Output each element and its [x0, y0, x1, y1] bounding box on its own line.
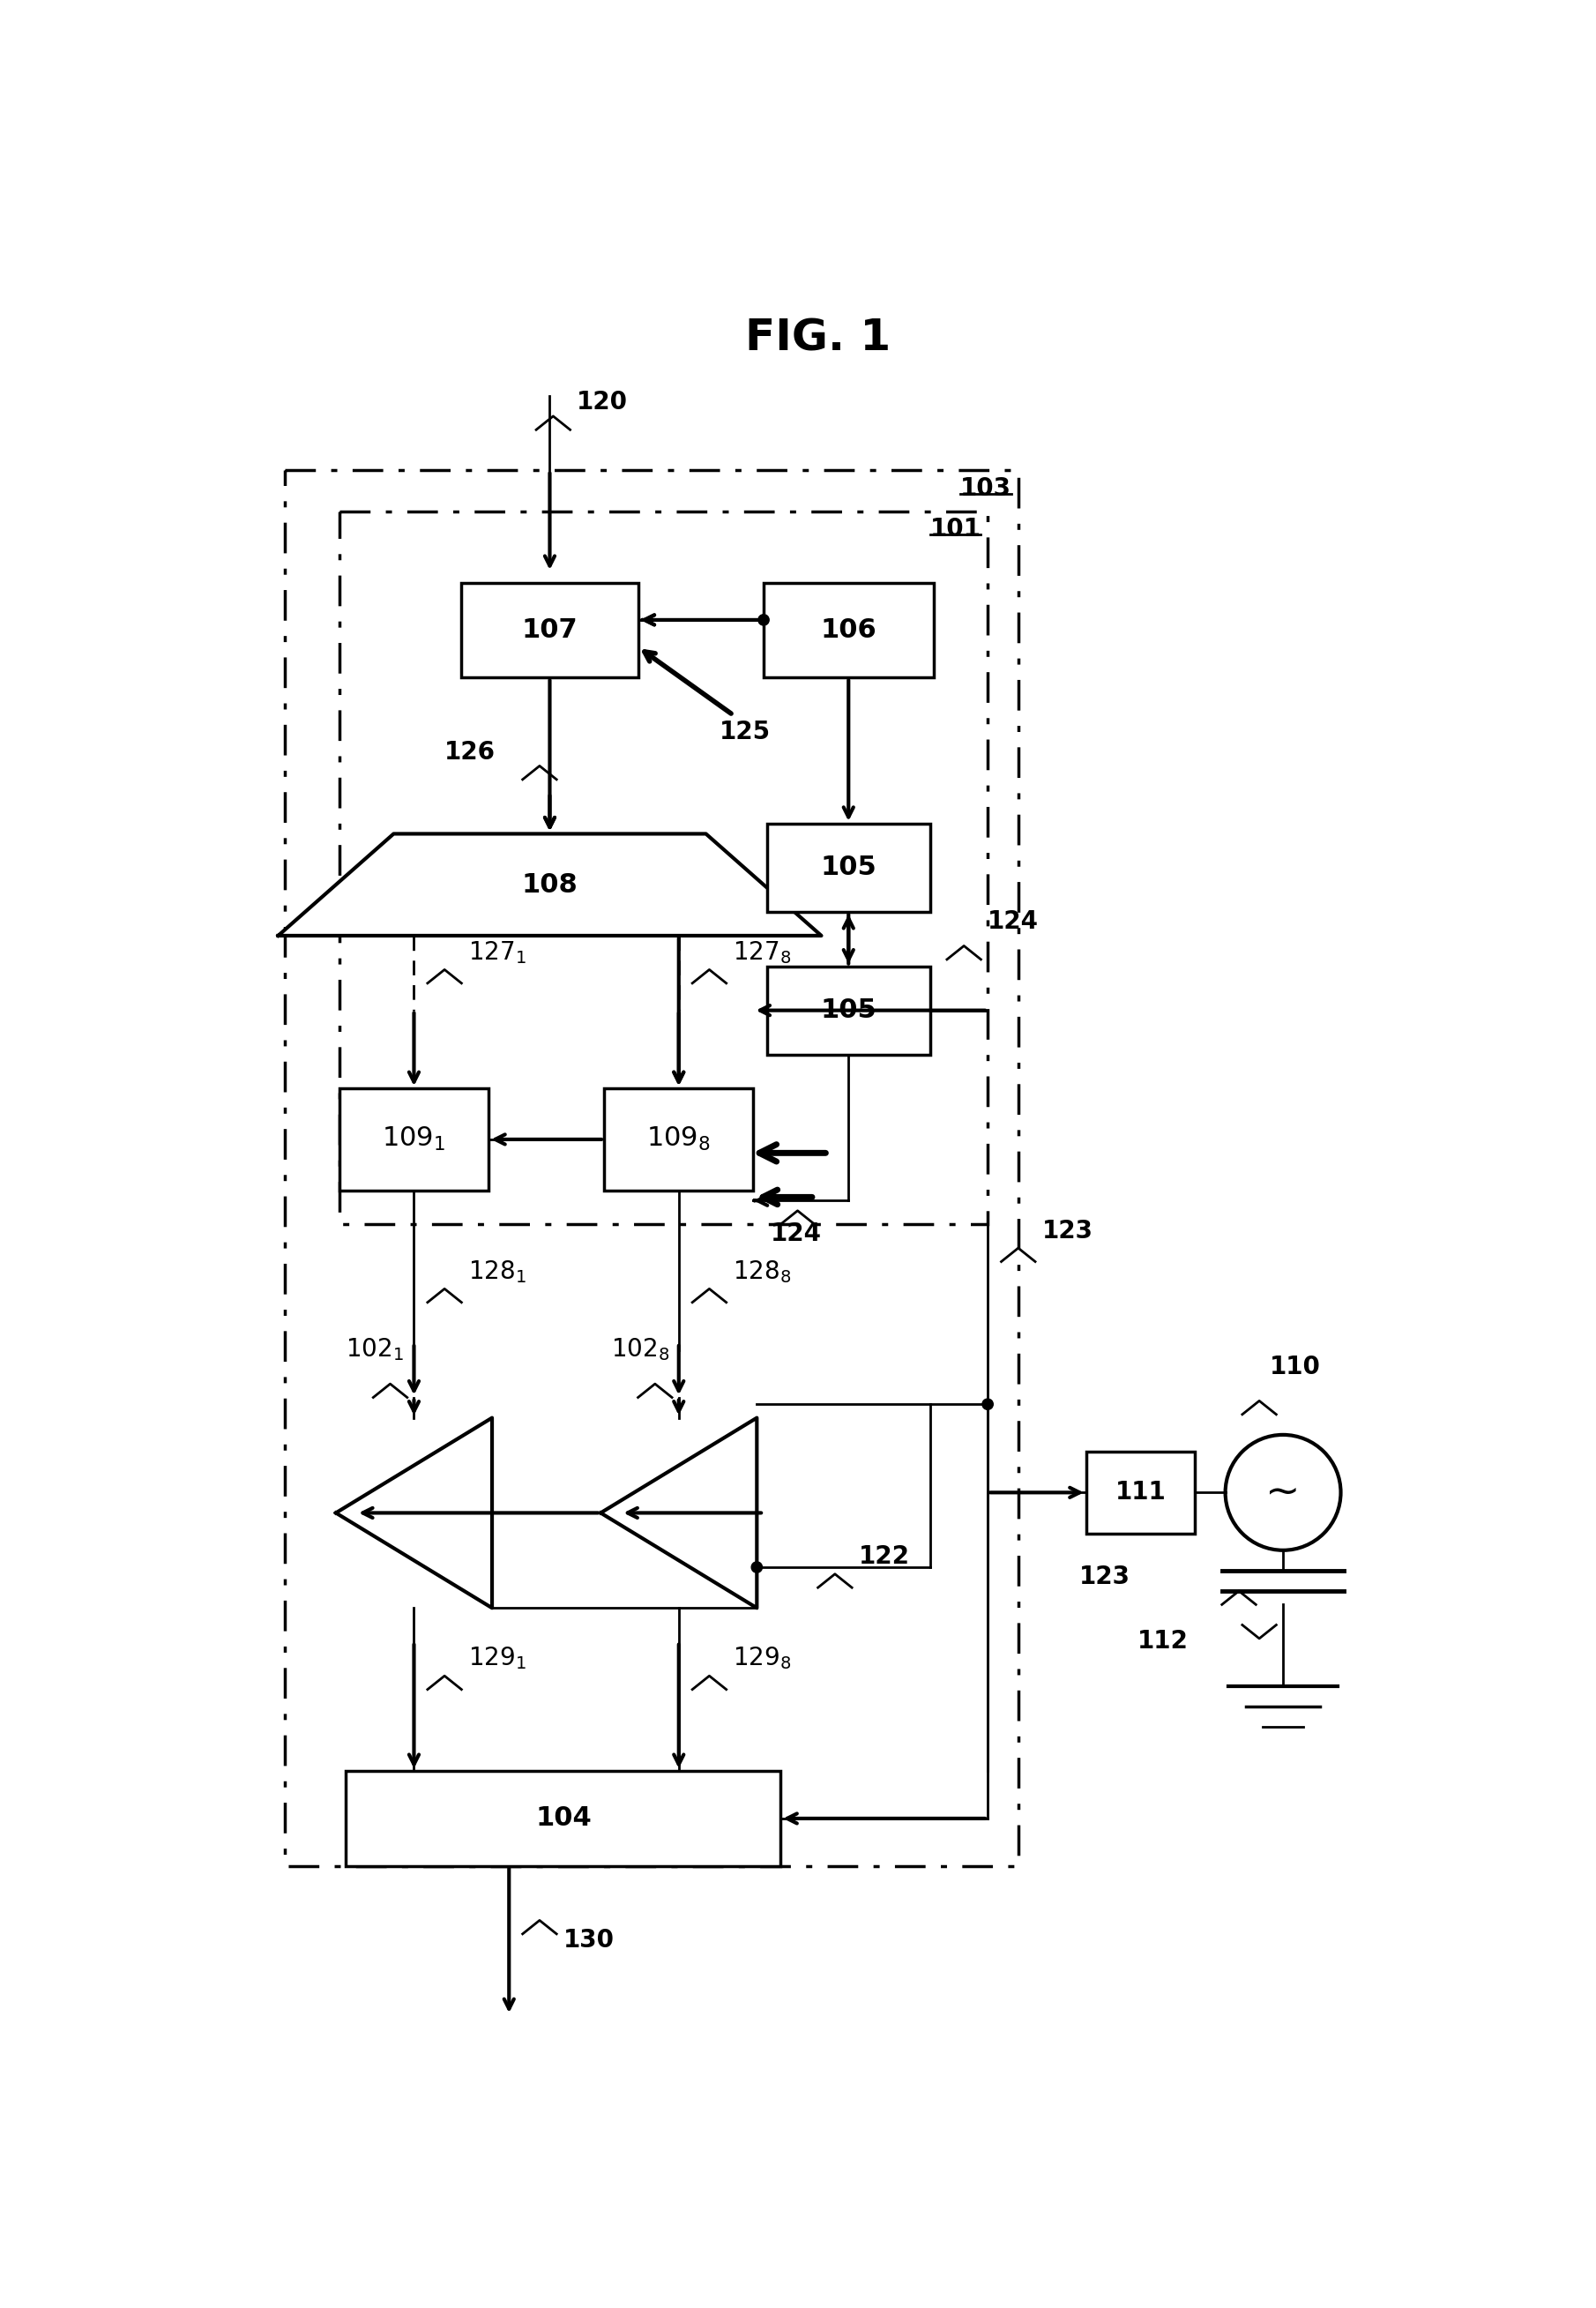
Bar	[1087, 1452, 1195, 1533]
Text: 120: 120	[576, 390, 629, 415]
Text: 108: 108	[522, 872, 578, 898]
Text: 110: 110	[1269, 1355, 1320, 1378]
Text: $109_1$: $109_1$	[381, 1126, 445, 1154]
Text: $127_1$: $127_1$	[468, 939, 527, 965]
Text: 125: 125	[720, 720, 771, 743]
Text: 130: 130	[563, 1927, 614, 1953]
Text: 101: 101	[930, 517, 982, 542]
Text: $127_8$: $127_8$	[733, 939, 792, 965]
Text: $102_1$: $102_1$	[346, 1336, 404, 1362]
Text: $128_1$: $128_1$	[468, 1258, 527, 1286]
Text: 103: 103	[961, 475, 1012, 501]
Text: 122: 122	[859, 1544, 910, 1569]
Text: 111: 111	[1116, 1479, 1167, 1505]
Text: $129_1$: $129_1$	[468, 1646, 527, 1671]
Text: ~: ~	[1266, 1473, 1301, 1512]
Bar	[286, 471, 1018, 1865]
Bar	[340, 1089, 488, 1191]
Bar	[461, 582, 638, 679]
Polygon shape	[278, 833, 822, 935]
Text: FIG. 1: FIG. 1	[745, 316, 891, 360]
Text: $129_8$: $129_8$	[733, 1646, 792, 1671]
Text: 104: 104	[535, 1805, 592, 1830]
Text: 124: 124	[771, 1221, 822, 1246]
Bar	[768, 824, 930, 912]
Bar	[346, 1770, 780, 1865]
Text: 112: 112	[1136, 1629, 1187, 1655]
Circle shape	[758, 614, 769, 625]
Polygon shape	[600, 1417, 757, 1609]
Text: 124: 124	[988, 909, 1039, 935]
Circle shape	[752, 1563, 763, 1572]
Bar	[763, 582, 934, 679]
Text: 105: 105	[820, 997, 876, 1022]
Text: 123: 123	[1079, 1565, 1130, 1590]
Bar	[340, 512, 988, 1223]
Polygon shape	[335, 1417, 492, 1609]
Text: 105: 105	[820, 854, 876, 882]
Text: $102_8$: $102_8$	[611, 1336, 669, 1362]
Text: 106: 106	[820, 616, 876, 644]
Text: 107: 107	[522, 616, 578, 644]
Text: 123: 123	[1042, 1219, 1093, 1244]
Text: $109_8$: $109_8$	[646, 1126, 710, 1154]
Bar	[768, 967, 930, 1055]
Bar	[603, 1089, 753, 1191]
Text: $128_8$: $128_8$	[733, 1258, 792, 1286]
Circle shape	[982, 1399, 993, 1410]
Text: 126: 126	[445, 739, 496, 764]
